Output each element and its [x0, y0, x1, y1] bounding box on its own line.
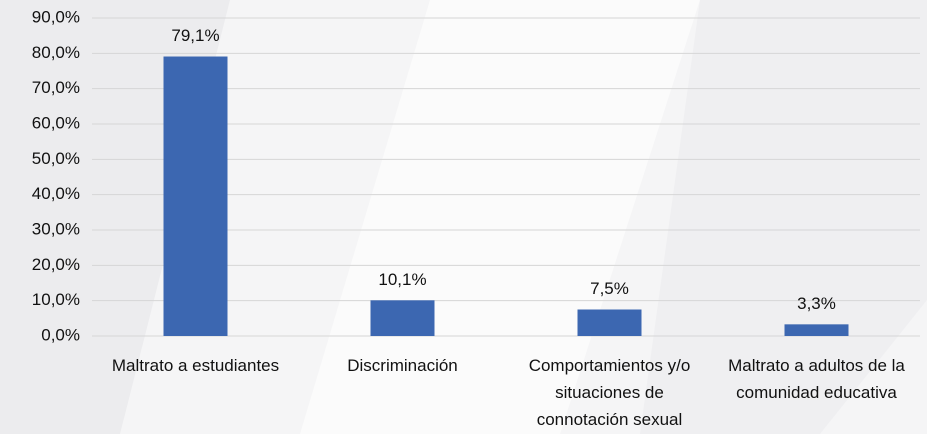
y-tick-label: 40,0% — [32, 184, 80, 203]
bar — [370, 300, 435, 336]
y-tick-label: 20,0% — [32, 255, 80, 274]
y-tick-label: 50,0% — [32, 149, 80, 168]
x-tick-label: Comportamientos y/o situaciones de conno… — [528, 356, 691, 429]
y-tick-label: 30,0% — [32, 219, 80, 238]
y-tick-label: 0,0% — [41, 325, 80, 344]
x-tick-label: Maltrato a estudiantes — [111, 356, 280, 375]
x-tick-label: Maltrato a adultos de la comunidad educa… — [728, 356, 905, 402]
y-tick-label: 60,0% — [32, 113, 80, 132]
y-tick-label: 10,0% — [32, 290, 80, 309]
data-label: 3,3% — [797, 294, 836, 313]
data-label: 7,5% — [590, 279, 629, 298]
y-tick-label: 80,0% — [32, 43, 80, 62]
data-label: 10,1% — [378, 270, 426, 289]
bar — [163, 56, 228, 336]
y-tick-label: 90,0% — [32, 7, 80, 26]
bar — [577, 309, 642, 336]
data-label: 79,1% — [171, 26, 219, 45]
y-tick-label: 70,0% — [32, 78, 80, 97]
x-tick-label: Discriminación — [347, 356, 458, 375]
bar — [784, 324, 849, 336]
